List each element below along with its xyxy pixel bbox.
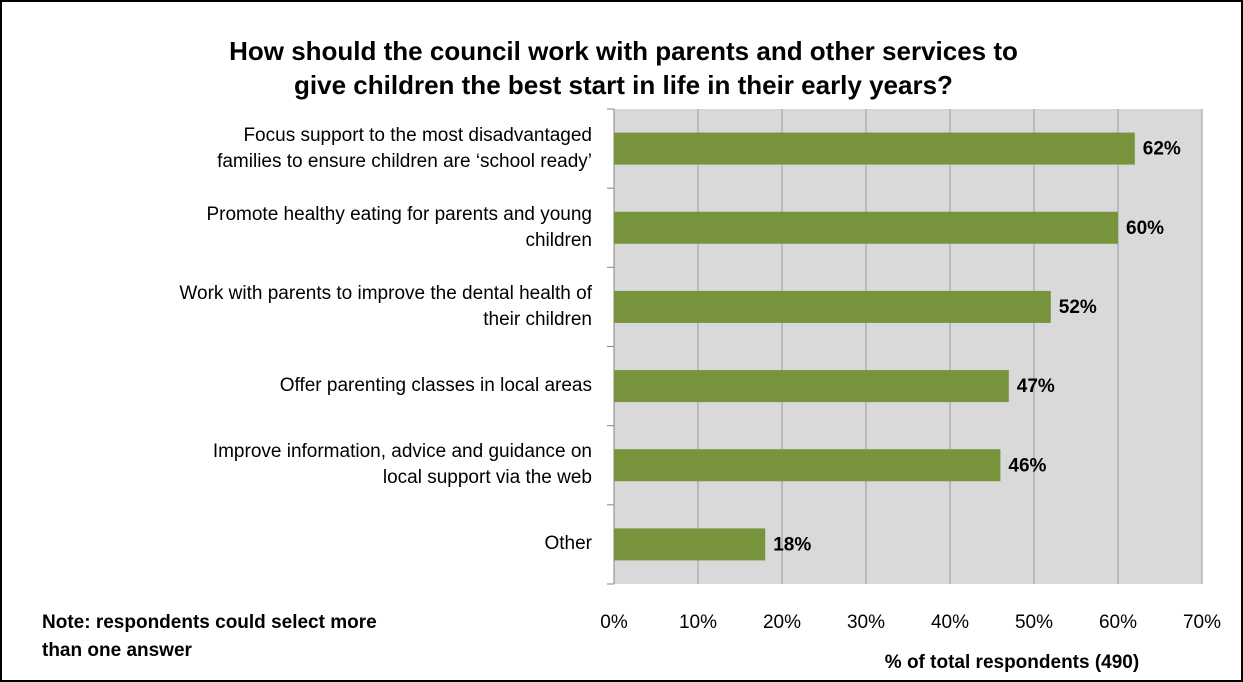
data-label: 60%: [1126, 218, 1164, 239]
chart-title: How should the council work with parents…: [229, 36, 1018, 100]
data-label: 47%: [1017, 376, 1055, 397]
x-tick-label: 60%: [1099, 612, 1137, 633]
category-label: Promote healthy eating for parents and y…: [206, 203, 592, 251]
bar: [614, 132, 1135, 165]
x-tick-label: 30%: [847, 612, 885, 633]
x-tick-label: 70%: [1183, 612, 1221, 633]
x-axis-label: % of total respondents (490): [884, 652, 1140, 673]
bar: [614, 449, 1001, 482]
plot-background: [614, 109, 1202, 584]
data-label: 46%: [1008, 455, 1046, 476]
category-label: Work with parents to improve the dental …: [179, 282, 592, 330]
bar: [614, 211, 1118, 244]
data-label: 62%: [1143, 139, 1181, 160]
x-tick-label: 10%: [679, 612, 717, 633]
data-label: 52%: [1059, 297, 1097, 318]
x-tick-label: 20%: [763, 612, 801, 633]
category-label: Offer parenting classes in local areas: [279, 375, 592, 397]
bar: [614, 370, 1009, 403]
x-tick-label: 50%: [1015, 612, 1053, 633]
bar: [614, 528, 766, 561]
category-label: Focus support to the most disadvantaged …: [217, 124, 592, 172]
x-tick-label: 40%: [931, 612, 969, 633]
annotation: Note: respondents could select more than…: [42, 612, 377, 661]
category-label: Improve information, advice and guidance…: [212, 441, 592, 489]
x-tick-label: 0%: [600, 612, 628, 633]
data-label: 18%: [773, 534, 811, 555]
bar: [614, 290, 1051, 323]
category-label: Other: [544, 533, 592, 555]
